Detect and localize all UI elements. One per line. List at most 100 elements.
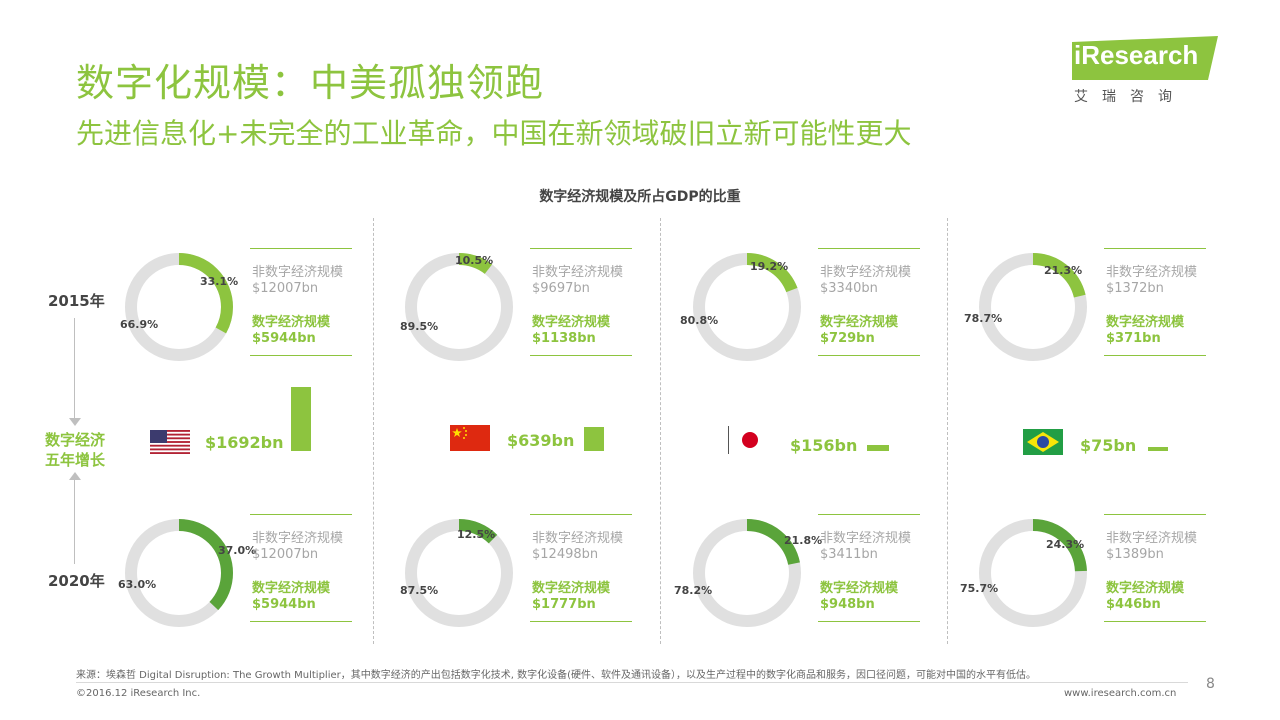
digital-value: $5944bn [252, 331, 316, 346]
digital-share-label: 33.1% [200, 275, 239, 288]
digital-legend: 数字经济规模 $1777bn [532, 581, 610, 613]
timeline-line-bottom [74, 480, 75, 564]
non-digital-legend: 非数字经济规模 $12007bn [252, 531, 343, 563]
arrow-down-icon [69, 418, 81, 426]
legend-box: 非数字经济规模 $9697bn 数字经济规模 $1138bn [530, 248, 632, 356]
digital-legend: 数字经济规模 $1138bn [532, 315, 610, 347]
digital-slice [979, 253, 1087, 361]
non-digital-legend-label: 非数字经济规模 [532, 531, 624, 546]
growth-bar [291, 387, 311, 451]
non-digital-legend-label: 非数字经济规模 [252, 265, 344, 280]
digital-legend: 数字经济规模 $729bn [820, 315, 898, 347]
logo-text: iResearch [1074, 40, 1199, 70]
non-digital-value: $12498bn [532, 547, 599, 562]
digital-legend-label: 数字经济规模 [252, 315, 331, 330]
growth-bar [867, 445, 889, 451]
digital-slice [405, 253, 513, 361]
digital-slice [693, 519, 801, 627]
page-number: 8 [1206, 676, 1215, 692]
growth-bar [1148, 447, 1168, 451]
column-divider [947, 218, 948, 644]
non-digital-legend-label: 非数字经济规模 [1106, 531, 1198, 546]
non-digital-legend-label: 非数字经济规模 [820, 265, 912, 280]
page-subtitle: 先进信息化+未完全的工业革命，中国在新领域破旧立新可能性更大 [76, 117, 912, 150]
website-url: www.iresearch.com.cn [1064, 688, 1177, 699]
digital-slice [125, 253, 233, 361]
non-digital-value: $3411bn [820, 547, 878, 562]
non-digital-value: $12007bn [252, 547, 319, 562]
digital-legend: 数字经济规模 $5944bn [252, 581, 330, 613]
digital-share-label: 21.8% [784, 534, 823, 547]
copyright: ©2016.12 iResearch Inc. [76, 688, 201, 699]
growth-value: $639bn [507, 431, 575, 450]
digital-value: $1138bn [532, 331, 596, 346]
growth-bar [584, 426, 604, 451]
brazil-flag-icon [1023, 429, 1063, 455]
non-digital-value: $1389bn [1106, 547, 1164, 562]
arrow-up-icon [69, 472, 81, 480]
digital-share-label: 19.2% [750, 260, 789, 273]
digital-value: $1777bn [532, 597, 596, 612]
column-divider [373, 218, 374, 644]
source-note: 来源：埃森哲 Digital Disruption: The Growth Mu… [76, 670, 1036, 681]
non-digital-value: $9697bn [532, 281, 590, 296]
year-label-2015: 2015年 [48, 292, 105, 310]
legend-box: 非数字经济规模 $3340bn 数字经济规模 $729bn [818, 248, 920, 356]
legend-box: 非数字经济规模 $3411bn 数字经济规模 $948bn [818, 514, 920, 622]
digital-share-label: 21.3% [1044, 264, 1083, 277]
non-digital-share-label: 80.8% [680, 314, 719, 327]
digital-value: $5944bn [252, 597, 316, 612]
growth-label: 数字经济 五年增长 [40, 430, 110, 470]
digital-value: $729bn [820, 331, 875, 346]
digital-value: $371bn [1106, 331, 1161, 346]
legend-box: 非数字经济规模 $12007bn 数字经济规模 $5944bn [250, 248, 352, 356]
year-label-2020: 2020年 [48, 572, 105, 590]
legend-box: 非数字经济规模 $12007bn 数字经济规模 $5944bn [250, 514, 352, 622]
non-digital-legend: 非数字经济规模 $3411bn [820, 531, 911, 563]
digital-value: $446bn [1106, 597, 1161, 612]
legend-box: 非数字经济规模 $12498bn 数字经济规模 $1777bn [530, 514, 632, 622]
donut-chart [405, 519, 513, 627]
non-digital-slice [405, 253, 513, 361]
non-digital-share-label: 78.2% [674, 584, 713, 597]
non-digital-legend: 非数字经济规模 $12498bn [532, 531, 623, 563]
iresearch-logo: iResearch 艾瑞咨询 [1072, 36, 1218, 106]
non-digital-share-label: 63.0% [118, 578, 157, 591]
digital-slice [979, 519, 1087, 627]
non-digital-share-label: 89.5% [400, 320, 439, 333]
donut-chart [125, 519, 233, 627]
digital-legend: 数字经济规模 $371bn [1106, 315, 1184, 347]
growth-value: $156bn [790, 436, 858, 455]
non-digital-legend: 非数字经济规模 $1389bn [1106, 531, 1197, 563]
digital-legend-label: 数字经济规模 [532, 581, 611, 596]
non-digital-legend: 非数字经济规模 $12007bn [252, 265, 343, 297]
growth-label-line: 五年增长 [44, 451, 105, 469]
non-digital-legend: 非数字经济规模 $9697bn [532, 265, 623, 297]
non-digital-value: $12007bn [252, 281, 319, 296]
digital-legend-label: 数字经济规模 [1106, 315, 1185, 330]
non-digital-share-label: 75.7% [960, 582, 999, 595]
digital-share-label: 10.5% [455, 254, 494, 267]
footer-divider [76, 682, 1188, 683]
page-title: 数字化规模：中美孤独领跑 [76, 61, 545, 105]
digital-legend: 数字经济规模 $5944bn [252, 315, 330, 347]
non-digital-share-label: 66.9% [120, 318, 159, 331]
digital-share-label: 24.3% [1046, 538, 1085, 551]
column-divider [660, 218, 661, 644]
non-digital-share-label: 78.7% [964, 312, 1003, 325]
digital-slice [693, 253, 801, 361]
timeline-line-top [74, 318, 75, 418]
non-digital-legend-label: 非数字经济规模 [252, 531, 344, 546]
donut-chart [125, 253, 233, 361]
logo-badge-icon [1072, 36, 1218, 80]
digital-legend: 数字经济规模 $948bn [820, 581, 898, 613]
non-digital-legend-label: 非数字经济规模 [532, 265, 624, 280]
non-digital-value: $1372bn [1106, 281, 1164, 296]
japan-flag-icon [728, 426, 768, 454]
non-digital-legend: 非数字经济规模 $3340bn [820, 265, 911, 297]
digital-value: $948bn [820, 597, 875, 612]
digital-slice [125, 519, 233, 627]
growth-value: $75bn [1080, 436, 1137, 455]
digital-share-label: 37.0% [218, 544, 257, 557]
legend-box: 非数字经济规模 $1372bn 数字经济规模 $371bn [1104, 248, 1206, 356]
